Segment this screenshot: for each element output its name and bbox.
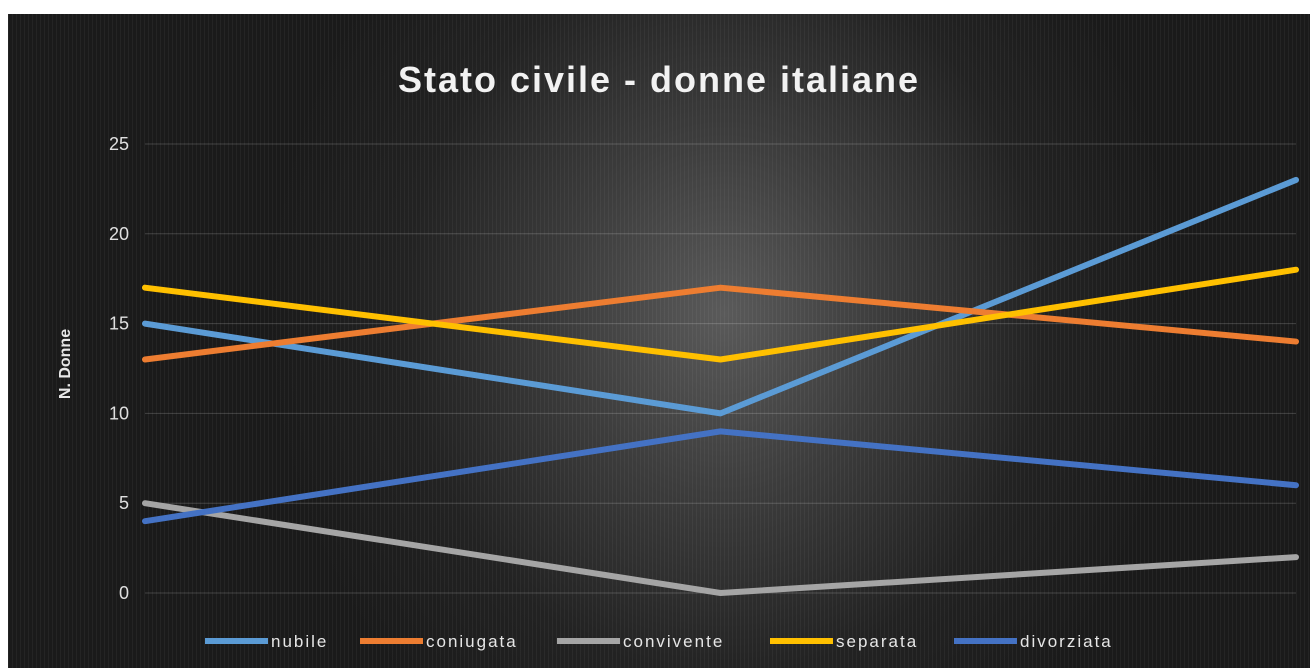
y-tick-label: 20 [109,224,129,244]
y-tick-label: 15 [109,314,129,334]
legend-label-nubile: nubile [271,632,328,651]
y-tick-label: 10 [109,403,129,423]
y-tick-label: 25 [109,134,129,154]
y-axis-ticks: 0 5 10 15 20 25 [109,134,129,603]
legend-label-coniugata: coniugata [426,632,518,651]
legend-label-convivente: convivente [623,632,724,651]
y-tick-label: 0 [119,583,129,603]
series-line-coniugata [142,284,1299,363]
legend: nubile coniugata convivente separata divorzi… [205,632,1113,651]
chart-area: Stato civile - donne italiane N. Donne 0… [8,14,1310,668]
series-line-separata [142,266,1299,363]
gridlines [145,143,1296,594]
legend-label-divorziata: divorziata [1020,632,1113,651]
y-tick-label: 5 [119,493,129,513]
series-lines [142,176,1299,596]
legend-label-separata: separata [836,632,918,651]
series-line-divorziata [142,428,1299,525]
series-line-nubile [142,176,1299,417]
series-line-convivente [142,500,1299,596]
chart-title: Stato civile - donne italiane [397,59,921,100]
plot-area: 0 5 10 15 20 25 nubile coniugata convivente sepa… [109,134,1299,651]
